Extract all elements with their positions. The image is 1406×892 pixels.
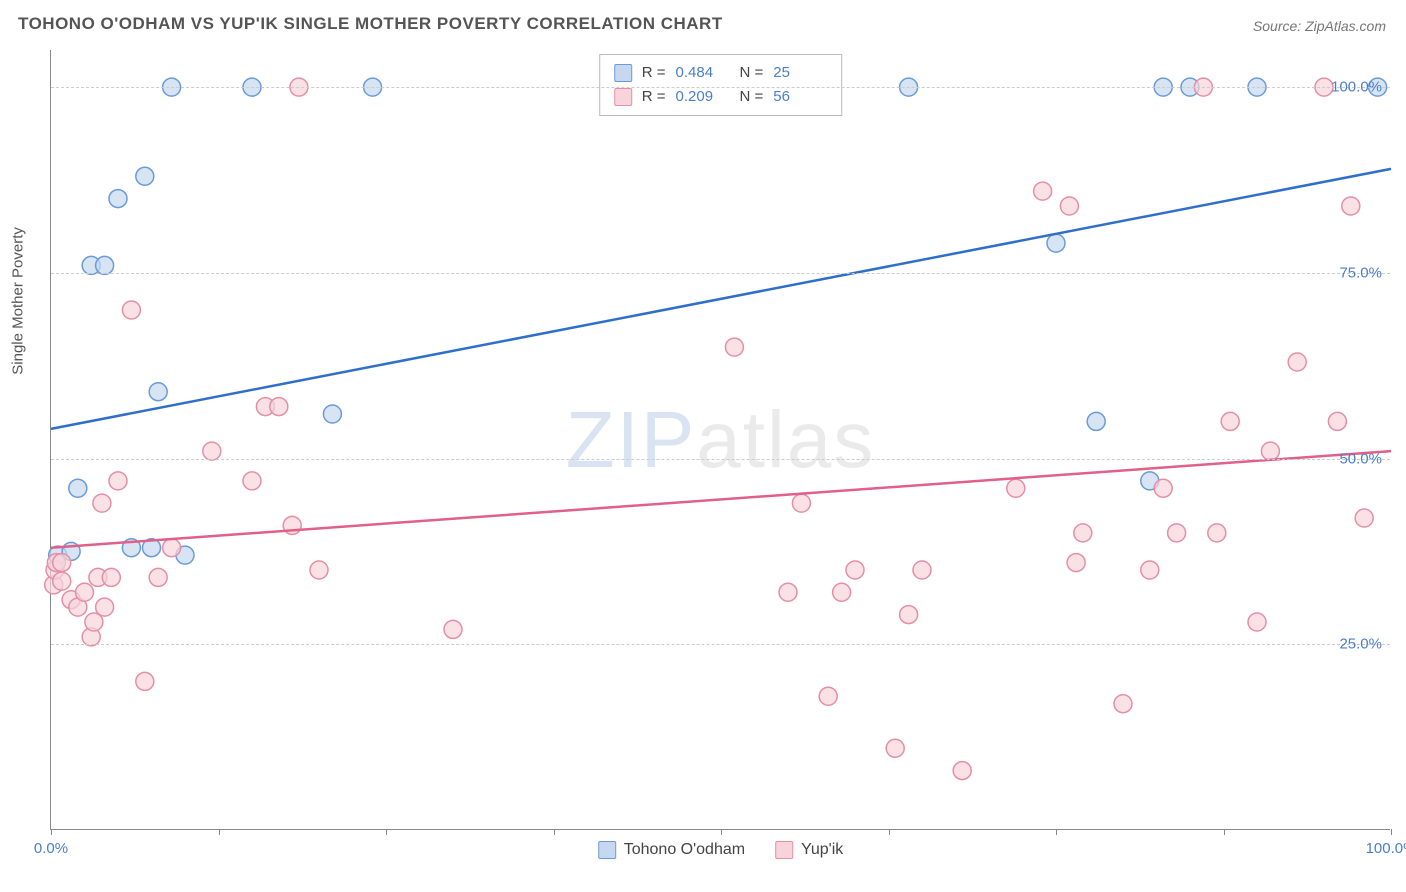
data-point bbox=[1067, 554, 1085, 572]
r-value: 0.209 bbox=[676, 85, 730, 109]
legend-series-name: Tohono O'odham bbox=[624, 841, 745, 859]
data-point bbox=[149, 568, 167, 586]
data-point bbox=[270, 398, 288, 416]
legend-item: Yup'ik bbox=[775, 841, 843, 859]
data-point bbox=[1248, 613, 1266, 631]
data-point bbox=[846, 561, 864, 579]
chart-container: TOHONO O'ODHAM VS YUP'IK SINGLE MOTHER P… bbox=[0, 0, 1406, 892]
legend-swatch bbox=[614, 88, 632, 106]
y-tick-label: 50.0% bbox=[1339, 450, 1382, 467]
data-point bbox=[886, 739, 904, 757]
data-point bbox=[69, 479, 87, 497]
x-tick bbox=[554, 829, 555, 835]
data-point bbox=[102, 568, 120, 586]
gridline bbox=[51, 644, 1390, 645]
n-label: N = bbox=[740, 85, 764, 109]
data-point bbox=[1355, 509, 1373, 527]
legend-swatch bbox=[614, 64, 632, 82]
data-point bbox=[1060, 197, 1078, 215]
x-tick bbox=[1056, 829, 1057, 835]
data-point bbox=[444, 620, 462, 638]
data-point bbox=[53, 572, 71, 590]
data-point bbox=[1328, 412, 1346, 430]
n-label: N = bbox=[740, 61, 764, 85]
data-point bbox=[1261, 442, 1279, 460]
data-point bbox=[1288, 353, 1306, 371]
x-tick bbox=[889, 829, 890, 835]
data-point bbox=[149, 383, 167, 401]
data-point bbox=[1034, 182, 1052, 200]
plot-area: ZIPatlas R =0.484N =25R =0.209N =56 Toho… bbox=[50, 50, 1390, 830]
data-point bbox=[109, 190, 127, 208]
data-point bbox=[1342, 197, 1360, 215]
data-point bbox=[1168, 524, 1186, 542]
data-point bbox=[243, 472, 261, 490]
data-point bbox=[76, 583, 94, 601]
data-point bbox=[792, 494, 810, 512]
y-tick-label: 25.0% bbox=[1339, 636, 1382, 653]
data-point bbox=[323, 405, 341, 423]
data-point bbox=[1087, 412, 1105, 430]
data-point bbox=[900, 606, 918, 624]
x-tick-label: 100.0% bbox=[1366, 840, 1406, 857]
gridline bbox=[51, 273, 1390, 274]
data-point bbox=[1114, 695, 1132, 713]
x-tick bbox=[219, 829, 220, 835]
x-tick bbox=[1391, 829, 1392, 835]
data-point bbox=[136, 672, 154, 690]
data-point bbox=[725, 338, 743, 356]
r-label: R = bbox=[642, 61, 666, 85]
x-tick-label: 0.0% bbox=[34, 840, 68, 857]
data-point bbox=[1208, 524, 1226, 542]
x-tick bbox=[51, 829, 52, 835]
data-point bbox=[93, 494, 111, 512]
r-label: R = bbox=[642, 85, 666, 109]
data-point bbox=[779, 583, 797, 601]
data-point bbox=[310, 561, 328, 579]
data-point bbox=[953, 762, 971, 780]
correlation-legend: R = 0.484 N = 25 R = 0.209 N = 56 bbox=[599, 54, 843, 116]
source-attribution: Source: ZipAtlas.com bbox=[1253, 18, 1386, 34]
chart-title: TOHONO O'ODHAM VS YUP'IK SINGLE MOTHER P… bbox=[18, 14, 723, 34]
data-point bbox=[96, 598, 114, 616]
data-point bbox=[833, 583, 851, 601]
x-tick bbox=[721, 829, 722, 835]
n-value: 56 bbox=[773, 85, 827, 109]
legend-row: R = 0.209 N = 56 bbox=[614, 85, 828, 109]
legend-item: Tohono O'odham bbox=[598, 841, 745, 859]
r-value: 0.484 bbox=[676, 61, 730, 85]
legend-swatch bbox=[598, 841, 616, 859]
y-axis-label: Single Mother Poverty bbox=[10, 227, 27, 375]
legend-row: R = 0.484 N = 25 bbox=[614, 61, 828, 85]
legend-series-name: Yup'ik bbox=[801, 841, 843, 859]
y-tick-label: 75.0% bbox=[1339, 264, 1382, 281]
data-point bbox=[136, 167, 154, 185]
series-legend: Tohono O'odham Yup'ik bbox=[598, 841, 844, 859]
chart-svg bbox=[51, 50, 1390, 829]
data-point bbox=[53, 554, 71, 572]
data-point bbox=[1074, 524, 1092, 542]
data-point bbox=[203, 442, 221, 460]
legend-swatch bbox=[775, 841, 793, 859]
trend-line bbox=[51, 169, 1391, 429]
data-point bbox=[122, 301, 140, 319]
x-tick bbox=[1224, 829, 1225, 835]
gridline bbox=[51, 459, 1390, 460]
data-point bbox=[163, 539, 181, 557]
y-tick-label: 100.0% bbox=[1331, 79, 1382, 96]
data-point bbox=[109, 472, 127, 490]
gridline bbox=[51, 87, 1390, 88]
data-point bbox=[1221, 412, 1239, 430]
data-point bbox=[1007, 479, 1025, 497]
x-tick bbox=[386, 829, 387, 835]
n-value: 25 bbox=[773, 61, 827, 85]
data-point bbox=[819, 687, 837, 705]
data-point bbox=[96, 256, 114, 274]
data-point bbox=[1154, 479, 1172, 497]
data-point bbox=[1141, 561, 1159, 579]
data-point bbox=[1047, 234, 1065, 252]
trend-line bbox=[51, 451, 1391, 548]
data-point bbox=[913, 561, 931, 579]
